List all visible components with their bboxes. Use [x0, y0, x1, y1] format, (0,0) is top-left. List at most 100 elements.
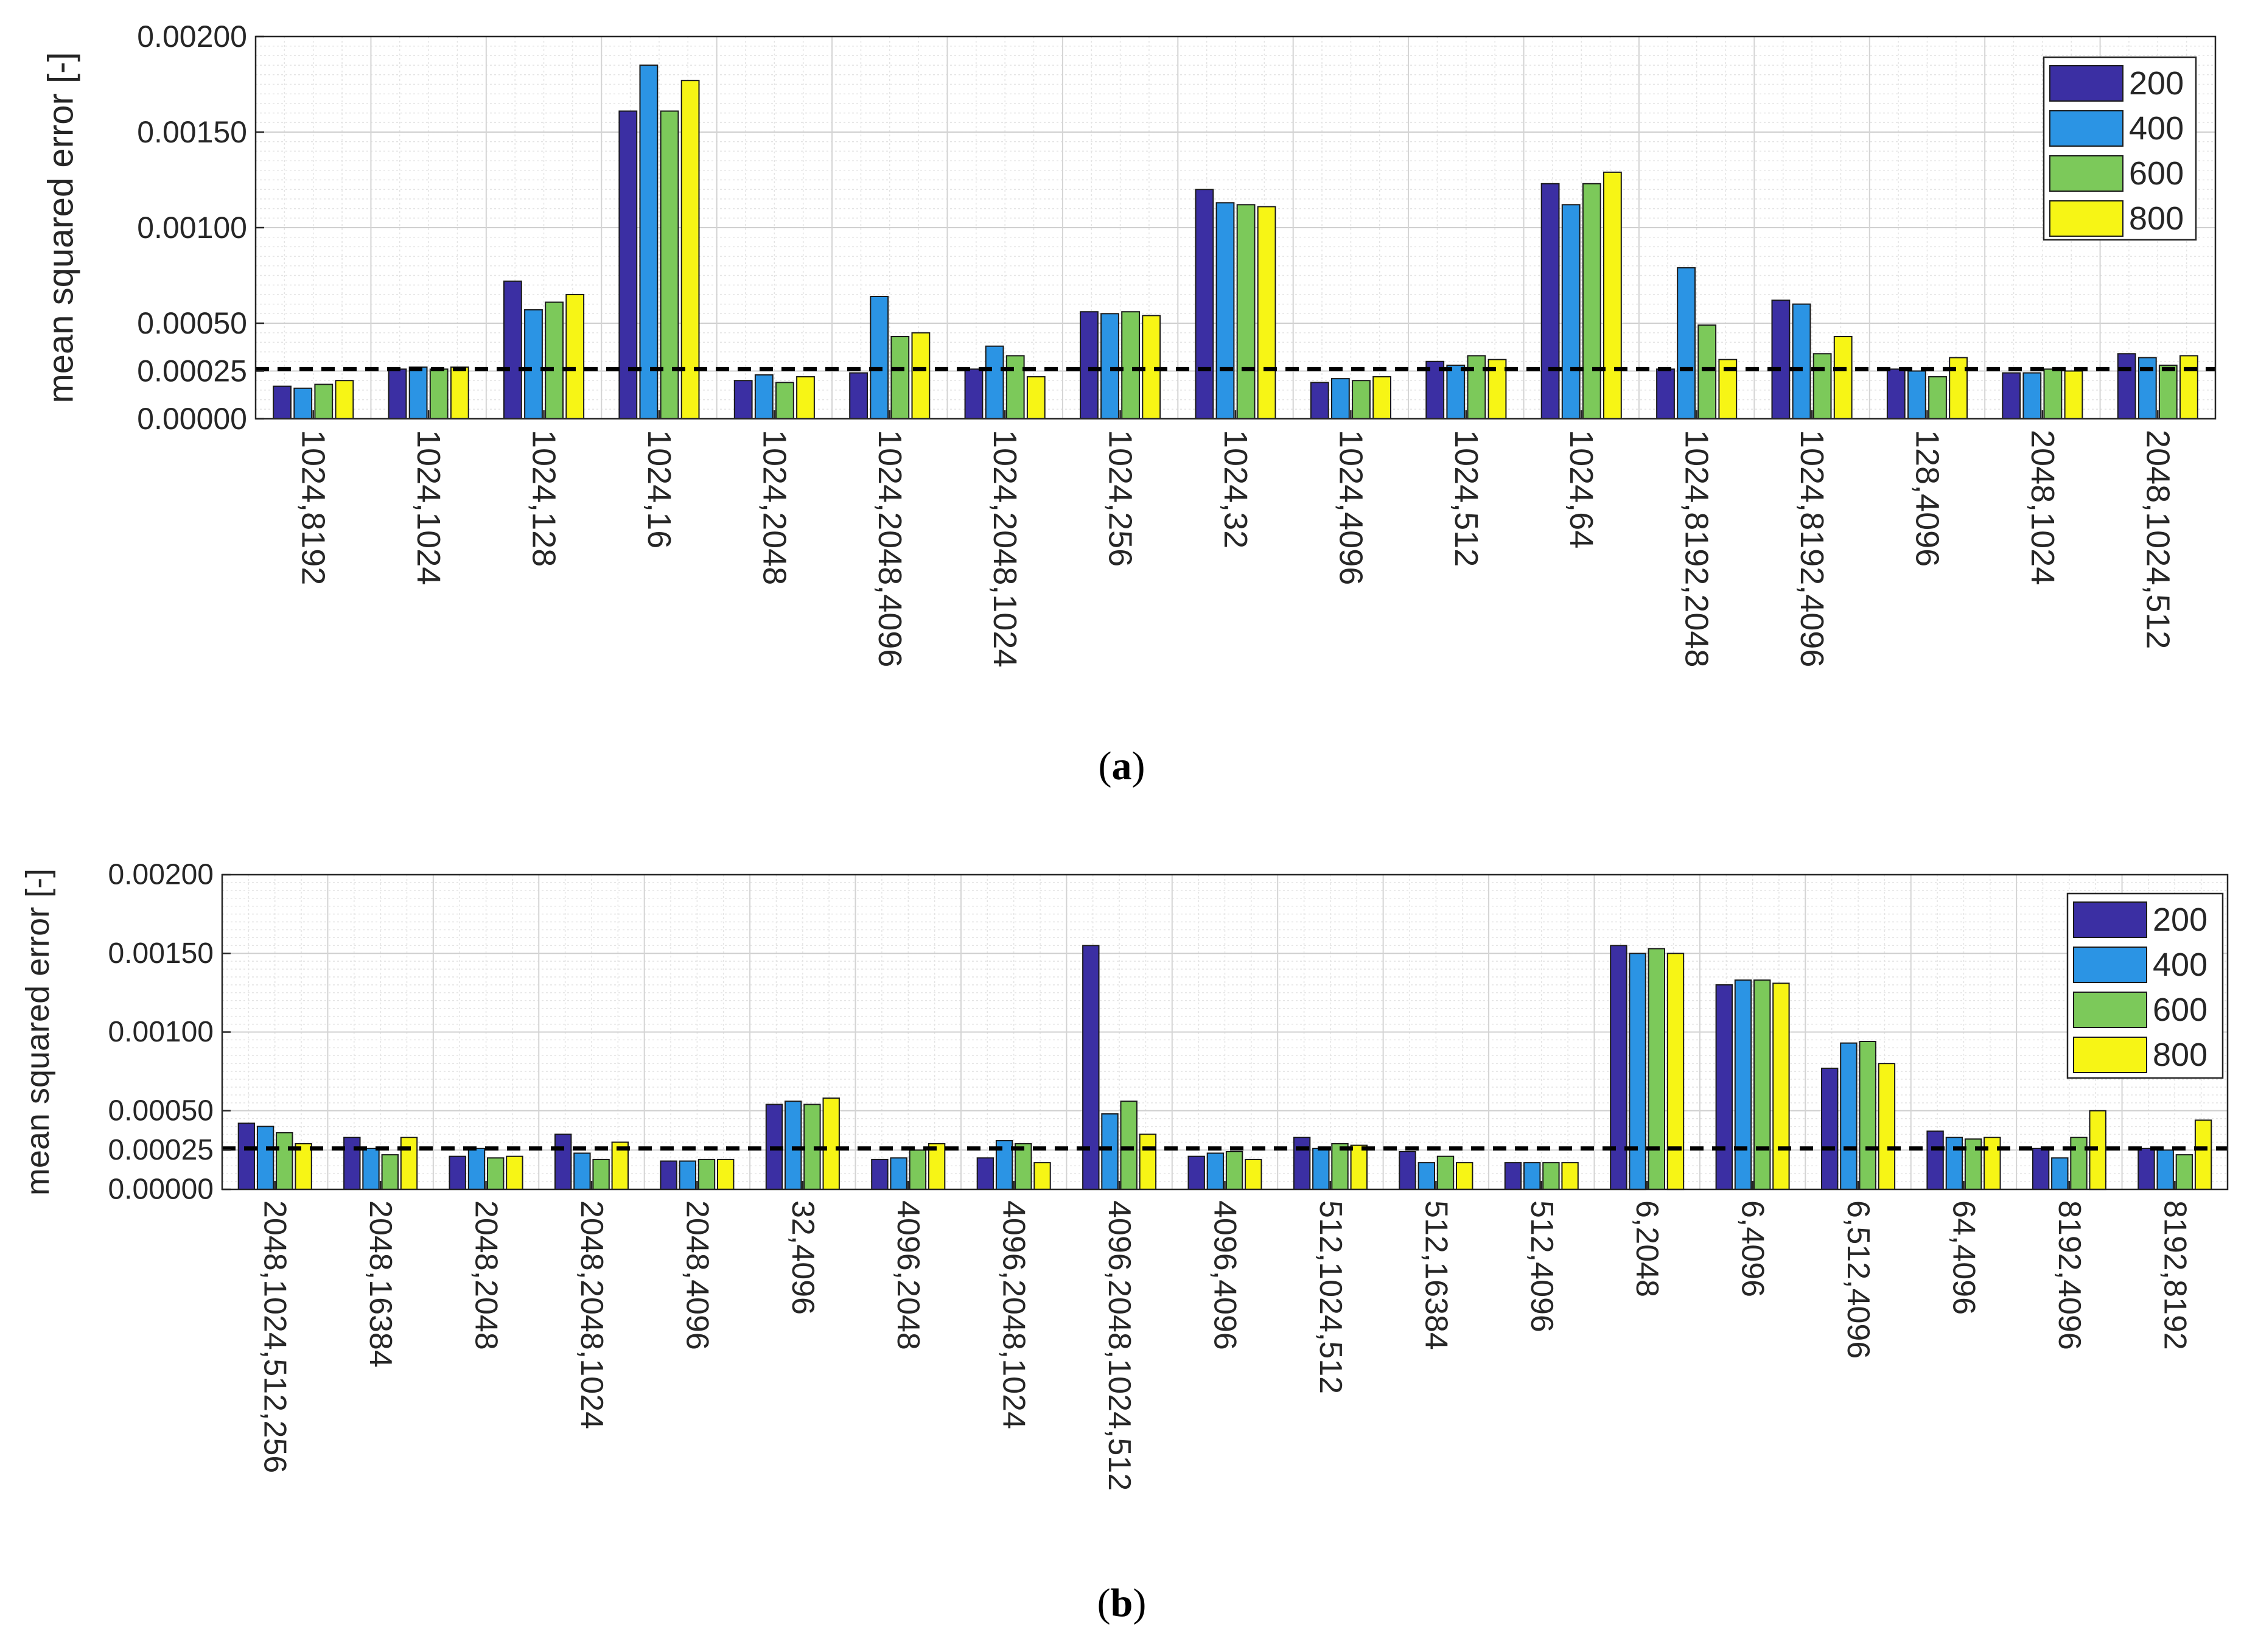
- bar-200-3: [618, 110, 638, 419]
- bar-800-15: [1878, 1063, 1896, 1190]
- bar-200-6: [964, 368, 984, 420]
- bar-600-10: [1467, 355, 1486, 420]
- bar-400-0: [256, 1125, 274, 1190]
- bar-200-1: [388, 368, 407, 420]
- bar-600-14: [1928, 376, 1947, 420]
- x-tick-label: 8192,4096: [2052, 1200, 2087, 1350]
- bar-600-13: [1812, 353, 1832, 420]
- bar-200-10: [1293, 1136, 1311, 1190]
- x-tick-label: 512,1024,512: [1313, 1200, 1348, 1394]
- bar-800-15: [2064, 370, 2083, 419]
- bar-200-2: [449, 1155, 466, 1190]
- bar-200-7: [976, 1157, 994, 1191]
- bar-200-8: [1195, 189, 1214, 419]
- bar-600-4: [775, 382, 794, 419]
- bar-800-7: [1033, 1162, 1051, 1190]
- bar-200-4: [660, 1160, 677, 1190]
- legend-label-800: 800: [2129, 200, 2184, 237]
- bar-200-8: [1082, 945, 1100, 1191]
- bar-600-5: [890, 336, 910, 419]
- y-tick-label: 0.00000: [108, 1174, 214, 1206]
- bar-400-15: [2022, 372, 2042, 419]
- bar-200-9: [1187, 1155, 1205, 1190]
- legend-swatch-600: [2049, 155, 2123, 192]
- bar-400-14: [1734, 979, 1752, 1190]
- bar-200-14: [1715, 984, 1733, 1190]
- x-tick-label: 1024,256: [1102, 430, 1139, 567]
- x-tick-label: 2048,2048,1024: [574, 1200, 609, 1429]
- x-tick-label: 1024,8192: [295, 430, 332, 585]
- x-tick-label: 6,512,4096: [1840, 1200, 1876, 1359]
- bar-400-18: [2156, 1149, 2174, 1191]
- x-tick-label: 2048,1024,512,256: [257, 1200, 293, 1473]
- bar-800-8: [1257, 206, 1276, 419]
- x-tick-label: 1024,32: [1217, 430, 1254, 548]
- legend-swatch-400: [2073, 947, 2147, 983]
- bar-200-16: [1926, 1130, 1944, 1191]
- bar-200-16: [2117, 353, 2136, 420]
- bar-600-10: [1331, 1143, 1349, 1190]
- bar-600-4: [697, 1158, 716, 1191]
- y-axis-label: mean squared error [-]: [19, 869, 56, 1195]
- bar-400-6: [985, 345, 1004, 420]
- bar-400-16: [2137, 357, 2157, 419]
- bar-400-11: [1561, 204, 1581, 419]
- bar-600-17: [2070, 1136, 2088, 1190]
- panel-caption-label: b: [1111, 1581, 1133, 1625]
- bar-600-13: [1648, 948, 1666, 1190]
- legend-label-400: 400: [2153, 947, 2207, 983]
- bar-800-2: [565, 293, 585, 419]
- legend-label-200: 200: [2129, 65, 2184, 102]
- bar-600-9: [1352, 380, 1371, 420]
- x-tick-label: 4096,2048,1024,512: [1102, 1200, 1137, 1491]
- panel-caption-label: a: [1112, 744, 1132, 788]
- bar-600-2: [545, 301, 564, 419]
- bar-200-11: [1399, 1151, 1416, 1190]
- bar-800-11: [1603, 171, 1622, 419]
- legend-swatch-200: [2049, 65, 2123, 102]
- bar-400-12: [1677, 267, 1696, 419]
- y-tick-label: 0.00050: [108, 1094, 214, 1127]
- bar-800-6: [928, 1143, 946, 1190]
- bar-800-5: [822, 1097, 840, 1190]
- panel-caption: (a): [1099, 744, 1145, 788]
- bar-400-3: [573, 1152, 591, 1190]
- bar-800-4: [717, 1158, 735, 1191]
- bar-200-18: [2137, 1147, 2155, 1191]
- bar-800-1: [400, 1136, 418, 1190]
- bar-600-3: [592, 1158, 610, 1191]
- bar-600-18: [2175, 1154, 2193, 1190]
- bar-800-1: [450, 366, 469, 420]
- x-tick-label: 1024,8192,4096: [1794, 430, 1830, 667]
- bar-600-1: [381, 1154, 399, 1190]
- bar-200-15: [2002, 372, 2021, 419]
- bar-800-0: [335, 380, 354, 420]
- bar-600-16: [2158, 365, 2178, 419]
- bar-800-13: [1833, 336, 1853, 419]
- bar-200-15: [1821, 1068, 1839, 1190]
- bar-800-16: [1984, 1136, 2001, 1190]
- y-axis-label: mean squared error [-]: [41, 52, 81, 403]
- bar-600-0: [276, 1132, 293, 1191]
- bar-800-18: [2194, 1119, 2212, 1191]
- bar-200-17: [2032, 1147, 2050, 1191]
- bar-800-16: [2179, 355, 2198, 420]
- bar-400-12: [1523, 1162, 1541, 1190]
- bar-400-6: [890, 1157, 907, 1191]
- bar-600-1: [429, 368, 449, 420]
- panel-caption: (b): [1097, 1581, 1147, 1625]
- x-tick-label: 1024,2048,1024: [987, 430, 1023, 667]
- bar-200-0: [237, 1122, 256, 1191]
- bar-800-14: [1949, 357, 1968, 419]
- bar-400-9: [1206, 1152, 1225, 1190]
- y-tick-label: 0.00050: [137, 306, 247, 340]
- bar-200-12: [1504, 1162, 1522, 1190]
- bar-400-5: [870, 296, 889, 419]
- bar-800-8: [1139, 1133, 1157, 1190]
- x-tick-label: 1024,512: [1448, 430, 1484, 567]
- bar-600-3: [660, 110, 679, 419]
- x-tick-label: 128,4096: [1909, 430, 1946, 567]
- bar-400-13: [1629, 953, 1646, 1191]
- bar-800-11: [1456, 1162, 1473, 1190]
- x-tick-label: 4096,2048,1024: [996, 1200, 1032, 1429]
